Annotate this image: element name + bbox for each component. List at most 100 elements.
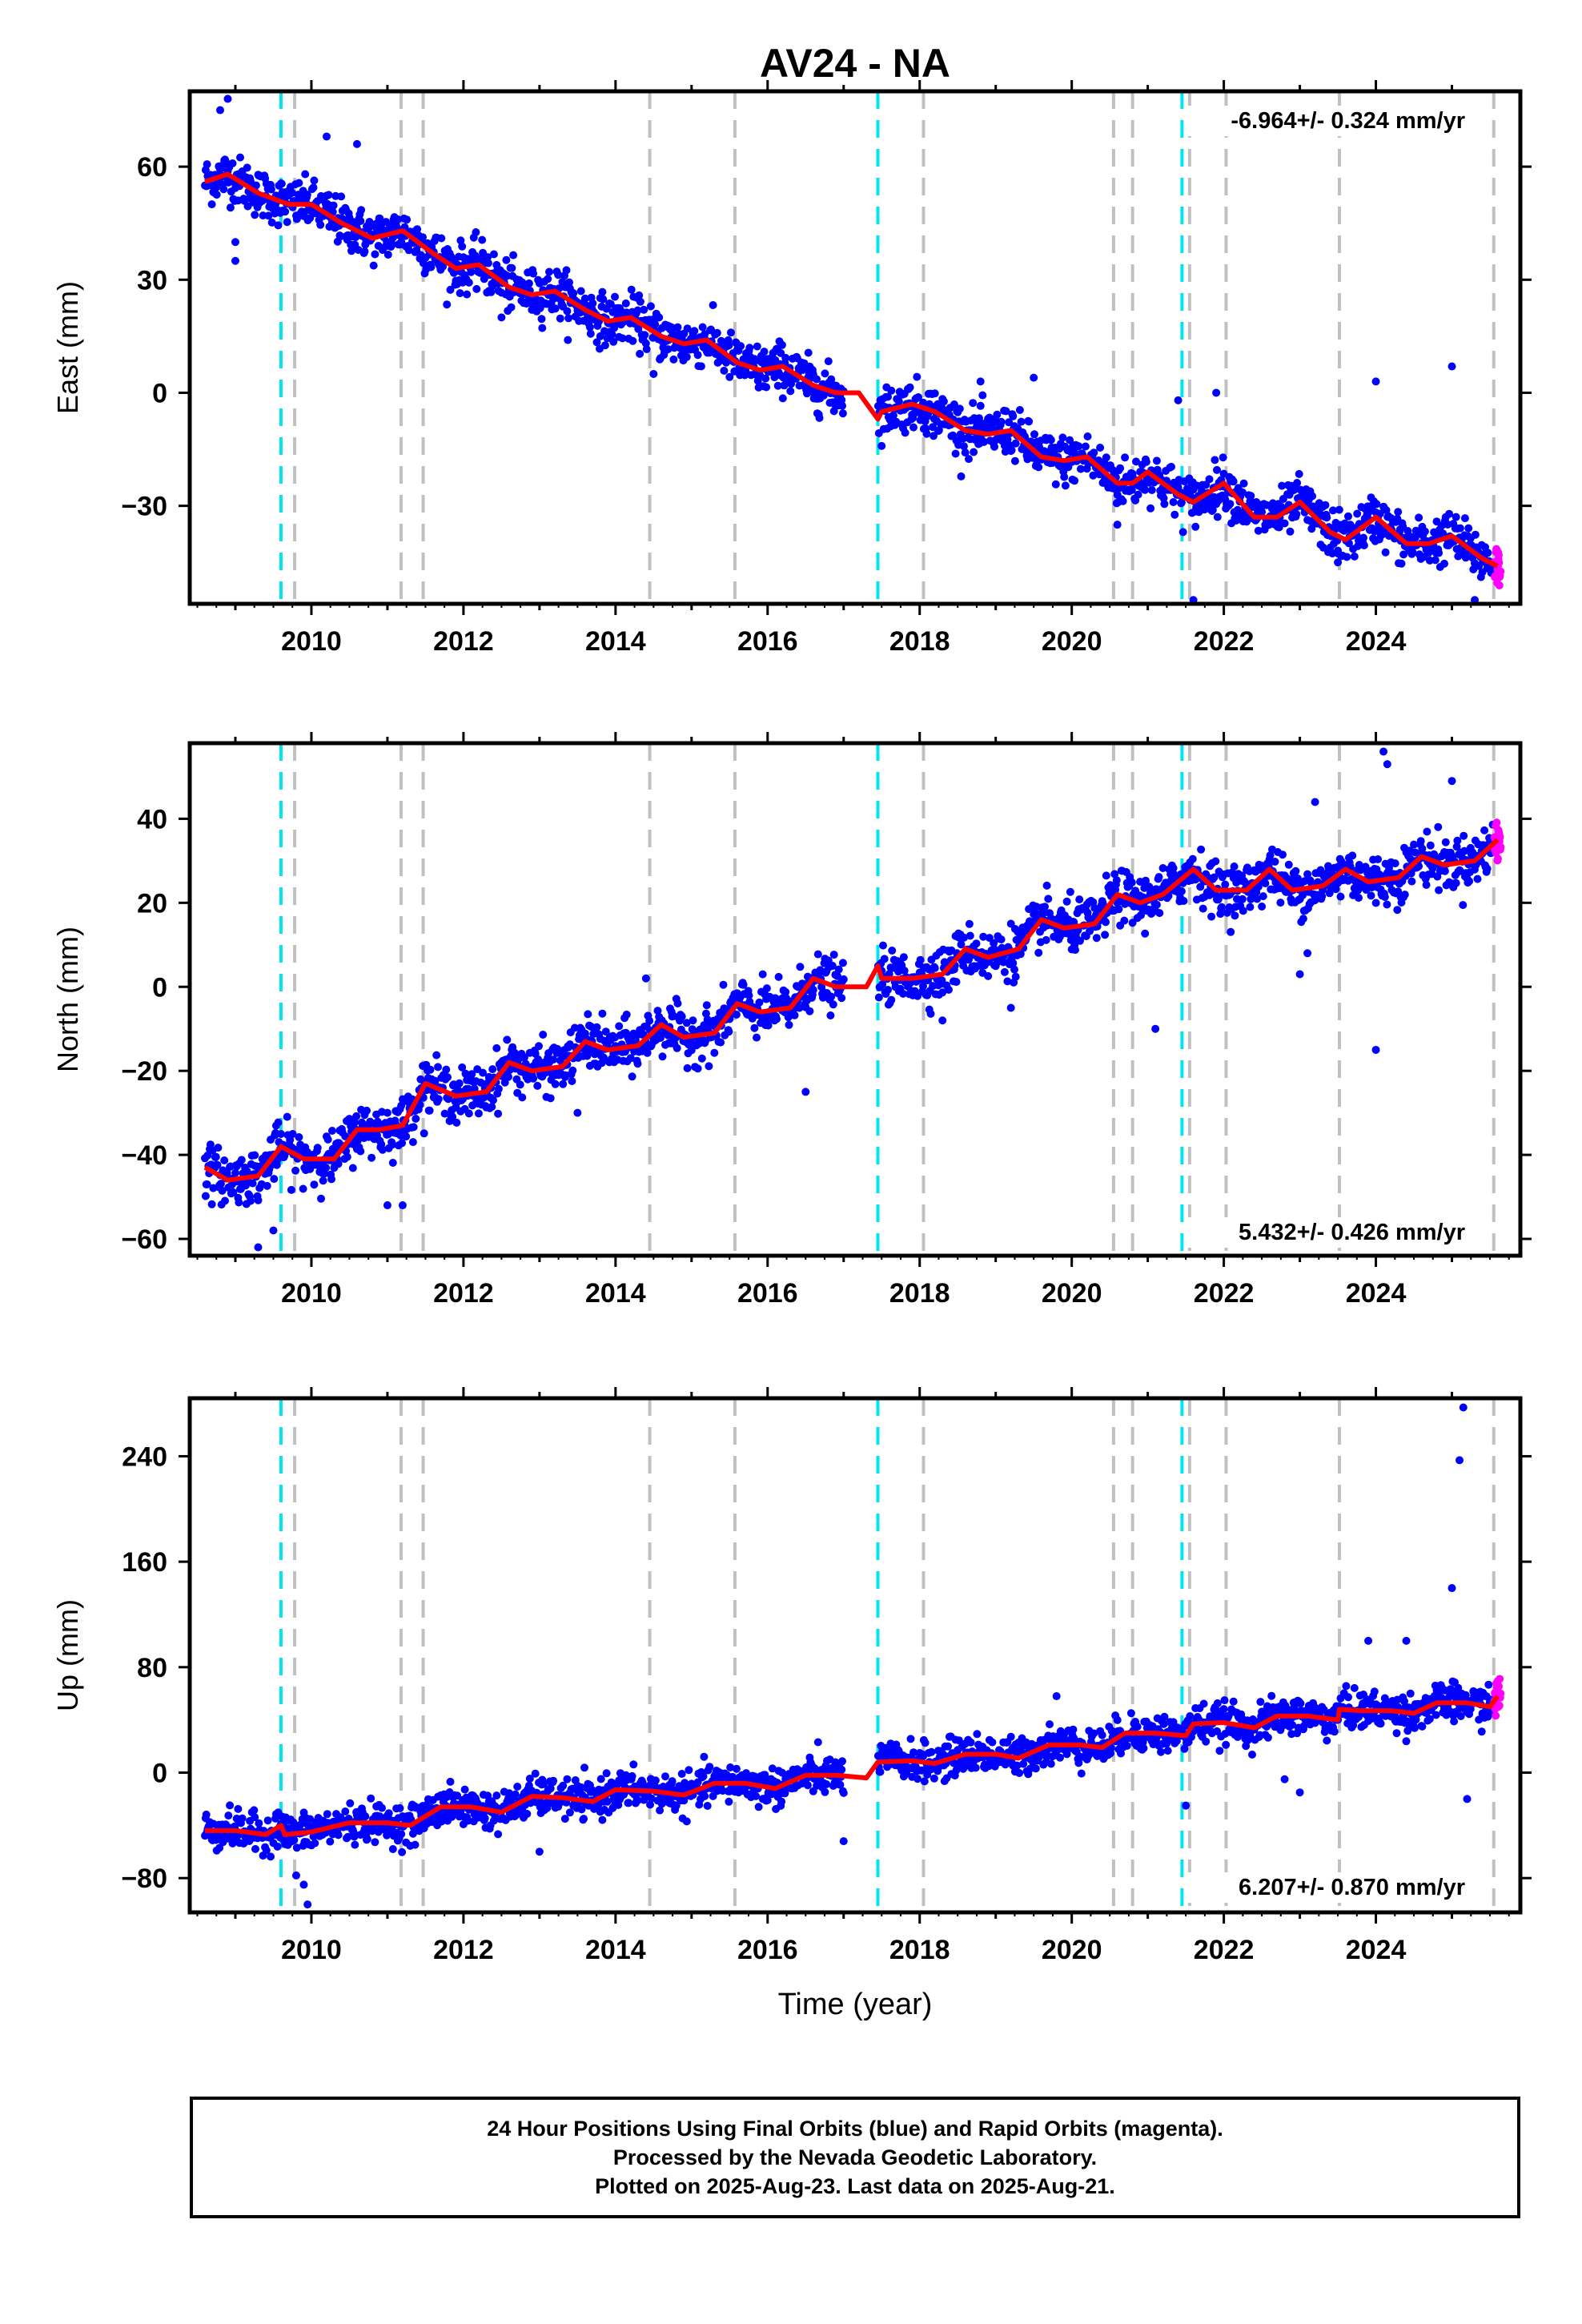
final-orbit-point <box>317 1194 325 1203</box>
final-orbit-point <box>1231 911 1239 920</box>
final-orbit-point <box>781 987 790 996</box>
final-orbit-point <box>1132 457 1140 466</box>
final-orbit-point <box>1480 826 1489 834</box>
final-orbit-point <box>713 328 721 337</box>
final-orbit-point <box>993 410 1002 419</box>
final-orbit-point <box>1246 903 1255 911</box>
final-orbit-point <box>1284 860 1293 869</box>
final-orbit-point <box>745 991 753 999</box>
final-orbit-point <box>833 971 841 980</box>
final-orbit-outlier <box>1311 798 1319 806</box>
final-orbit-point <box>478 235 487 244</box>
final-orbit-point <box>682 352 691 361</box>
final-orbit-point <box>876 1767 885 1776</box>
final-orbit-point <box>673 323 682 332</box>
final-orbit-point <box>361 1812 370 1821</box>
final-orbit-point <box>408 1829 417 1838</box>
x-tick-label: 2010 <box>281 626 342 657</box>
final-orbit-point <box>622 1010 631 1019</box>
final-orbit-outlier <box>1113 521 1122 529</box>
final-orbit-point <box>588 299 597 308</box>
final-orbit-point <box>281 207 290 216</box>
final-orbit-point <box>786 387 795 396</box>
final-orbit-point <box>653 1007 662 1015</box>
final-orbit-point <box>1134 490 1142 499</box>
final-orbit-point <box>464 1109 473 1118</box>
final-orbit-point <box>970 448 978 456</box>
final-orbit-point <box>878 980 887 989</box>
final-orbit-point <box>1083 432 1092 440</box>
final-orbit-point <box>838 959 847 967</box>
final-orbit-point <box>651 320 660 328</box>
final-orbit-point <box>838 409 847 418</box>
final-orbit-point <box>774 972 783 981</box>
final-orbit-point <box>489 1096 497 1104</box>
final-orbit-point <box>1416 837 1425 846</box>
final-orbit-point <box>1007 446 1016 455</box>
final-orbit-point <box>822 1780 831 1788</box>
final-orbit-point <box>393 215 402 223</box>
final-orbit-point <box>1075 895 1084 904</box>
final-orbit-point <box>710 1048 719 1057</box>
final-orbit-point <box>1254 526 1263 535</box>
final-orbit-point <box>255 1819 263 1827</box>
final-orbit-point <box>1229 477 1238 486</box>
final-orbit-point <box>218 1186 227 1195</box>
final-orbit-point <box>628 1771 636 1780</box>
final-orbit-point <box>323 1135 332 1144</box>
final-orbit-point <box>1367 891 1375 900</box>
final-orbit-point <box>1460 514 1469 523</box>
final-orbit-point <box>448 1811 457 1820</box>
final-orbit-point <box>1321 501 1330 509</box>
final-orbit-point <box>1323 513 1331 522</box>
final-orbit-point <box>310 176 319 185</box>
final-orbit-point <box>551 1080 560 1088</box>
final-orbit-point <box>250 1806 259 1815</box>
final-orbit-point <box>1081 442 1090 451</box>
final-orbit-point <box>633 1059 642 1068</box>
final-orbit-point <box>725 1797 733 1806</box>
final-orbit-point <box>598 1815 607 1824</box>
final-orbit-point <box>1230 862 1239 870</box>
final-orbit-point <box>1178 528 1187 537</box>
x-tick-label: 2022 <box>1194 1278 1255 1309</box>
final-orbit-point <box>267 1852 275 1861</box>
final-orbit-point <box>1167 462 1175 471</box>
rate-label: 5.432+/- 0.426 mm/yr <box>1239 1220 1465 1245</box>
final-orbit-point <box>837 1765 846 1774</box>
final-orbit-point <box>725 1027 733 1036</box>
final-orbit-point <box>677 1012 686 1021</box>
final-orbit-point <box>773 381 782 390</box>
final-orbit-outlier <box>641 974 650 983</box>
final-orbit-point <box>467 267 476 276</box>
final-orbit-point <box>420 1129 428 1138</box>
final-orbit-point <box>1350 552 1359 561</box>
final-orbit-point <box>1353 509 1362 518</box>
final-orbit-point <box>585 323 594 332</box>
final-orbit-point <box>384 1809 393 1818</box>
final-orbit-point <box>1211 857 1220 866</box>
final-orbit-point <box>334 1831 343 1839</box>
final-orbit-point <box>283 1112 291 1121</box>
final-orbit-point <box>516 1080 524 1089</box>
final-orbit-point <box>348 1164 357 1172</box>
final-orbit-point <box>1441 838 1450 846</box>
final-orbit-point <box>884 392 892 401</box>
final-orbit-point <box>1211 456 1219 464</box>
final-orbit-point <box>635 291 644 300</box>
final-orbit-point <box>1169 498 1178 506</box>
final-orbit-point <box>549 1055 558 1064</box>
final-orbit-point <box>1440 866 1449 875</box>
final-orbit-point <box>425 1106 434 1115</box>
final-orbit-point <box>1051 480 1060 489</box>
final-orbit-point <box>1074 442 1083 451</box>
final-orbit-point <box>492 1791 501 1800</box>
final-orbit-point <box>237 1156 246 1164</box>
final-orbit-point <box>262 1846 271 1855</box>
final-orbit-point <box>251 181 260 190</box>
final-orbit-point <box>1308 492 1317 501</box>
plot-area <box>201 1398 1505 1912</box>
final-orbit-point <box>1137 911 1145 919</box>
final-orbit-point <box>484 259 492 267</box>
final-orbit-point <box>479 1068 488 1077</box>
